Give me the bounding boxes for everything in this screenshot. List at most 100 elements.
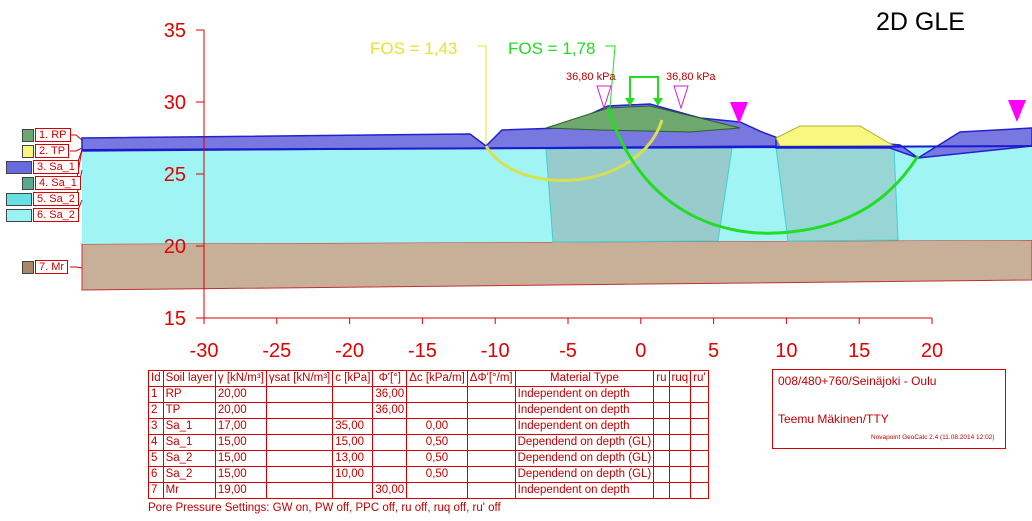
table-cell <box>668 418 692 435</box>
table-cell <box>668 466 692 483</box>
x-tick-label: -20 <box>335 340 364 362</box>
table-cell <box>372 450 408 467</box>
table-cell <box>406 402 468 419</box>
table-cell <box>372 418 408 435</box>
table-header: Id <box>148 370 164 387</box>
table-header: Material Type <box>514 370 655 387</box>
legend-label: 4. Sa_1 <box>35 176 81 190</box>
table-cell <box>265 402 334 419</box>
table-cell <box>653 450 670 467</box>
load-marker-right <box>673 85 689 110</box>
table-cell <box>265 434 334 451</box>
ground-water-line <box>81 145 1032 151</box>
table-cell: 20,00 <box>214 402 267 419</box>
table-cell <box>406 386 468 403</box>
x-tick-label: -25 <box>262 340 291 362</box>
software-stamp: Novapoint GeoCalc 2.4 (11.08.2014 12:02) <box>871 434 995 441</box>
y-tick-label: 15 <box>164 308 186 330</box>
table-cell <box>466 434 516 451</box>
table-cell <box>653 434 670 451</box>
table-cell: 36,00 <box>372 402 408 419</box>
fos-leader-143 <box>478 45 487 144</box>
table-cell <box>668 386 692 403</box>
table-cell <box>653 402 670 419</box>
x-tick-label: -10 <box>481 340 510 362</box>
table-cell: 4 <box>148 434 164 451</box>
table-cell: Sa_2 <box>162 450 216 467</box>
table-row: 3 Sa_1 17,00 35,00 0,00 Independent on depth <box>148 418 709 435</box>
x-tick-label: 20 <box>921 340 943 362</box>
table-cell <box>668 434 692 451</box>
layer-sa2-left-block <box>545 147 733 243</box>
table-cell: 10,00 <box>332 466 374 483</box>
table-cell <box>690 450 709 467</box>
water-level-marker <box>730 102 748 124</box>
table-cell: 0,50 <box>406 450 468 467</box>
table-cell <box>265 466 334 483</box>
y-tick-label: 30 <box>164 92 186 114</box>
legend-item: 3. Sa_1 <box>6 160 79 174</box>
layer-mr <box>81 239 1032 291</box>
load-arrow-frame <box>629 76 659 102</box>
project-name: 008/480+760/Seinäjoki - Oulu <box>778 374 937 388</box>
table-cell <box>372 466 408 483</box>
table-cell <box>690 434 709 451</box>
fos-label-178: FOS = 1,78 <box>508 39 595 58</box>
legend-label: 5. Sa_2 <box>33 192 79 206</box>
table-cell <box>690 386 709 403</box>
table-cell <box>332 386 374 403</box>
x-tick-label: 0 <box>635 340 646 362</box>
table-cell: Sa_1 <box>162 418 216 435</box>
table-cell: 0,50 <box>406 434 468 451</box>
load-arrow-left-head <box>625 98 635 106</box>
load-label-right: 36,80 kPa <box>666 71 716 83</box>
table-cell: 15,00 <box>332 434 374 451</box>
x-tick-label: 15 <box>848 340 870 362</box>
x-tick-label: -15 <box>408 340 437 362</box>
legend-swatch <box>6 160 32 174</box>
x-tick-label: -30 <box>190 340 219 362</box>
table-cell: 1 <box>148 386 164 403</box>
table-cell <box>466 450 516 467</box>
table-header: ruq <box>668 370 692 387</box>
table-row: 6 Sa_2 15,00 10,00 0,50 Dependend on depth (G… <box>148 466 709 483</box>
legend-leader <box>70 147 83 152</box>
layer-tp-embankment <box>775 125 896 147</box>
legend-item: 7. Mr <box>22 260 69 274</box>
table-cell: Dependend on depth (GL) <box>514 434 655 451</box>
table-cell <box>466 386 516 403</box>
table-cell <box>653 466 670 483</box>
legend-swatch <box>6 208 32 222</box>
table-cell: Sa_1 <box>162 434 216 451</box>
legend-label: 7. Mr <box>35 260 69 274</box>
table-cell <box>653 482 670 499</box>
table-cell: 20,00 <box>214 386 267 403</box>
table-cell: 15,00 <box>214 434 267 451</box>
table-cell <box>466 418 516 435</box>
table-header: ru <box>653 370 670 387</box>
legend-item: 6. Sa_2 <box>6 208 79 222</box>
table-cell <box>332 482 374 499</box>
x-tick-label: 5 <box>708 340 719 362</box>
table-cell: 35,00 <box>332 418 374 435</box>
table-cell <box>406 482 468 499</box>
table-cell: 17,00 <box>214 418 267 435</box>
table-header: c [kPa] <box>332 370 374 387</box>
table-cell: 15,00 <box>214 466 267 483</box>
table-cell: 15,00 <box>214 450 267 467</box>
legend-leader <box>70 266 83 269</box>
table-header: Soil layer <box>162 370 216 387</box>
y-tick-label: 35 <box>164 20 186 42</box>
slip-surface-fos-143 <box>484 119 664 182</box>
table-cell: Dependend on depth (GL) <box>514 450 655 467</box>
table-cell <box>668 450 692 467</box>
table-cell <box>265 482 334 499</box>
fos-label-143: FOS = 1,43 <box>370 39 457 58</box>
legend-label: 1. RP <box>35 128 71 142</box>
fos-leader-178 <box>605 45 616 109</box>
pore-pressure-settings: Pore Pressure Settings: GW on, PW off, P… <box>148 502 501 514</box>
load-marker-left <box>596 85 612 110</box>
table-cell <box>668 482 692 499</box>
table-cell: 0,00 <box>406 418 468 435</box>
